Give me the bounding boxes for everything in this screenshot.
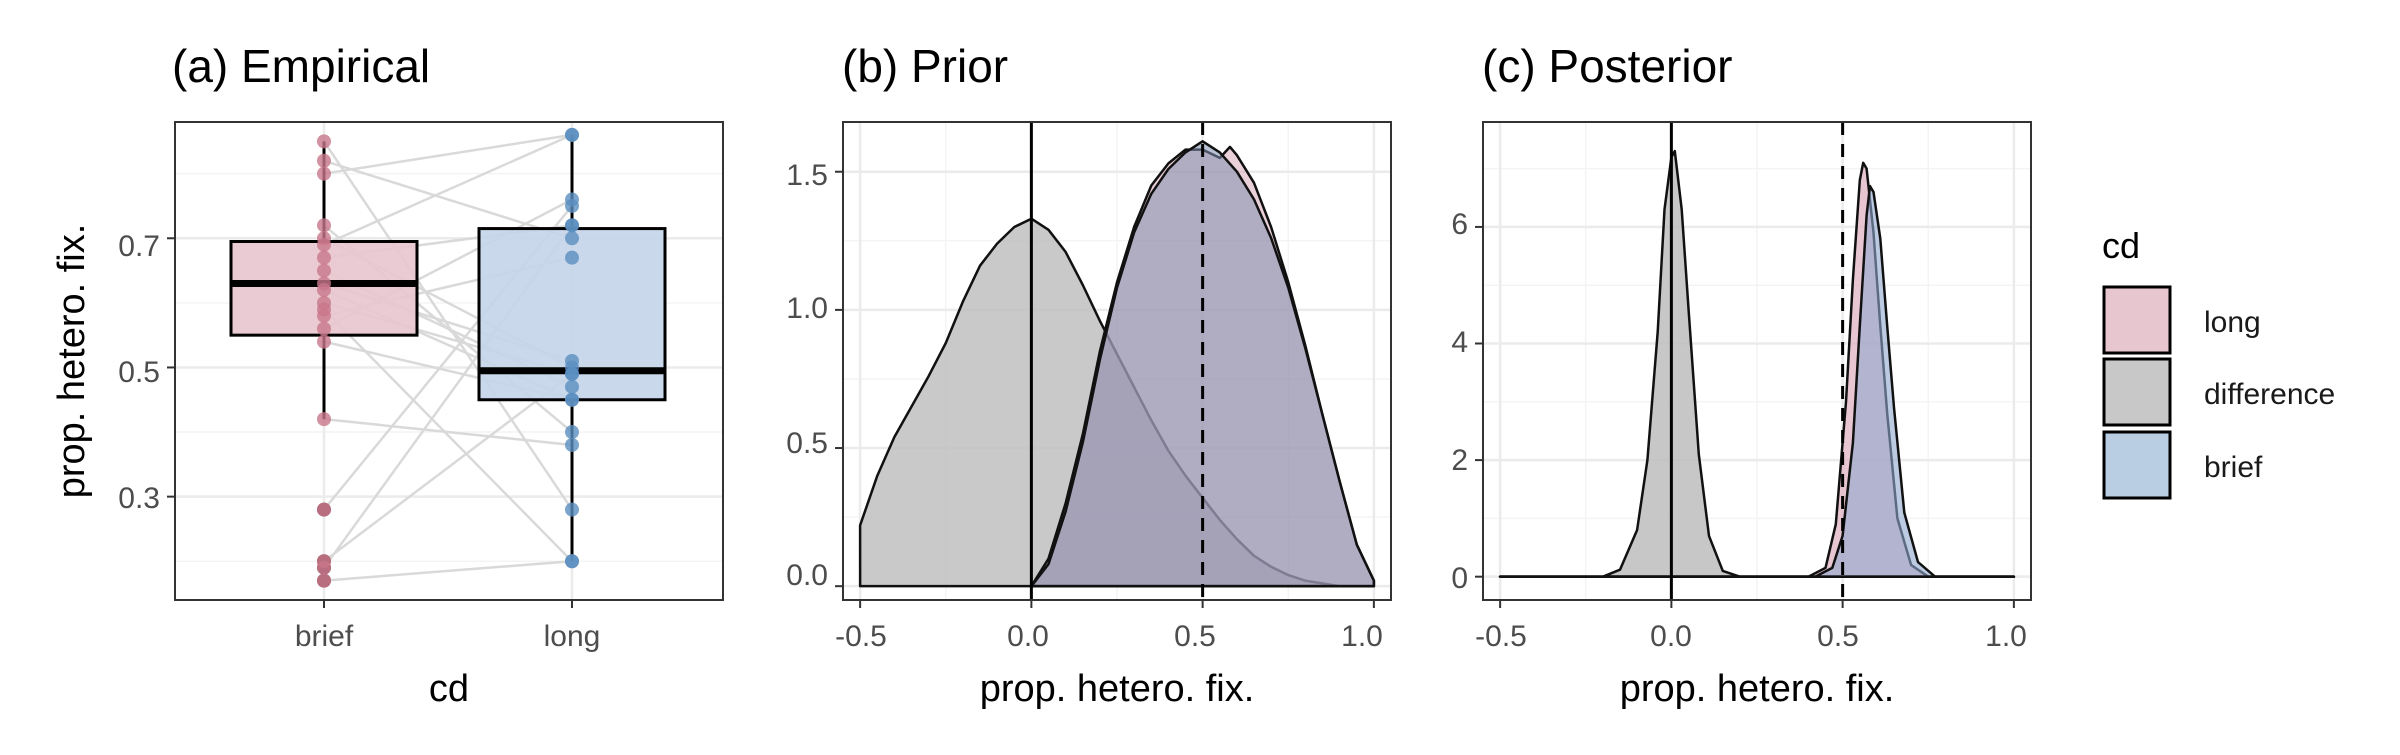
- data-point-long: [565, 354, 579, 368]
- panel-posterior: (c) Posterior -0.5 0.0 0.5 1.0 0 2 4 6 p…: [1451, 40, 2032, 710]
- density-brief: [1498, 184, 2016, 578]
- panel-c-x-tick: -0.5: [1475, 620, 1527, 653]
- data-point-brief: [317, 166, 331, 181]
- data-point-brief: [317, 250, 331, 265]
- paired-line: [323, 417, 573, 447]
- panel-c-y-tick: 4: [1451, 326, 1468, 359]
- data-point-long: [565, 127, 579, 142]
- data-point-brief: [317, 218, 331, 233]
- paired-line: [323, 133, 573, 175]
- data-point-brief: [317, 560, 331, 575]
- data-point-brief: [317, 308, 331, 323]
- panel-b-y-tick: 1.5: [786, 159, 828, 192]
- panel-c-x-tick: 1.0: [1985, 620, 2027, 653]
- data-point-brief: [317, 573, 331, 588]
- panel-a-x-tick-long: long: [544, 620, 601, 653]
- data-point-brief: [317, 412, 331, 427]
- panel-c-title: (c) Posterior: [1482, 40, 1732, 92]
- data-point-long: [565, 425, 579, 440]
- panel-b-x-tick: 1.0: [1341, 620, 1383, 653]
- panel-b-x-tick: 0.0: [1007, 620, 1049, 653]
- data-point-long: [565, 392, 579, 407]
- panel-b-x-label: prop. hetero. fix.: [980, 668, 1255, 710]
- panel-b-x-tick: -0.5: [835, 620, 887, 653]
- panel-b-x-tick: 0.5: [1174, 620, 1216, 653]
- data-point-long: [565, 554, 579, 569]
- panel-a-y-tick: 0.5: [118, 356, 160, 389]
- data-point-brief: [317, 237, 331, 252]
- legend-swatch-brief: [2102, 430, 2172, 500]
- data-point-brief: [317, 334, 331, 349]
- data-point-long: [565, 502, 579, 517]
- paired-line: [323, 372, 573, 563]
- panel-b-reference-lines: [1029, 122, 1205, 600]
- data-point-long: [565, 366, 579, 381]
- panel-c-x-label: prop. hetero. fix.: [1620, 668, 1895, 710]
- panel-b-y-tick: 1.0: [786, 292, 828, 325]
- panel-a-y-label: prop. hetero. fix.: [51, 224, 93, 499]
- data-point-brief: [317, 321, 331, 336]
- data-point-brief: [317, 502, 331, 517]
- panel-c-y-tick: 2: [1451, 444, 1468, 477]
- data-point-brief: [317, 134, 331, 149]
- paired-line: [323, 159, 573, 240]
- panel-c-ticks: -0.5 0.0 0.5 1.0 0 2 4 6: [1451, 208, 2027, 653]
- paired-line: [322, 140, 574, 511]
- panel-prior: (b) Prior -0.5 0.0 0.5 1.0 0.0 0.5 1.0 1…: [786, 40, 1392, 710]
- panel-c-x-tick: 0.0: [1650, 620, 1692, 653]
- panel-a-y-tick: 0.3: [118, 482, 160, 515]
- panel-c-x-tick: 0.5: [1817, 620, 1859, 653]
- panel-empirical: (a) Empirical 0.3 0.5 0.7 brief long cd …: [51, 40, 724, 710]
- panel-a-title: (a) Empirical: [172, 40, 430, 92]
- data-point-brief: [317, 282, 331, 297]
- legend-label-long: long: [2204, 306, 2261, 339]
- panel-c-grid: [1475, 122, 2031, 608]
- panel-a-x-tick-brief: brief: [295, 620, 354, 653]
- panel-c-frame: [1482, 121, 2032, 601]
- panel-a-y-tick: 0.7: [118, 230, 160, 263]
- panel-c-y-tick: 6: [1451, 208, 1468, 241]
- panel-b-frame: [842, 121, 1392, 601]
- panel-a-boxes: [229, 134, 667, 588]
- panel-a-ticks: 0.3 0.5 0.7 brief long: [118, 230, 600, 653]
- panel-a-frame: [174, 121, 724, 601]
- panel-c-y-tick: 0: [1451, 562, 1468, 595]
- data-point-long: [565, 379, 579, 394]
- panel-b-ticks: -0.5 0.0 0.5 1.0 0.0 0.5 1.0 1.5: [786, 159, 1383, 653]
- data-point-long: [565, 437, 579, 452]
- data-point-long: [565, 198, 579, 213]
- paired-line: [323, 559, 573, 582]
- data-point-long: [565, 218, 579, 233]
- legend-title: cd: [2102, 225, 2140, 266]
- panel-b-y-tick: 0.5: [786, 427, 828, 460]
- legend: cd long difference brief: [2102, 225, 2335, 500]
- data-point-brief: [317, 263, 331, 278]
- data-point-long: [565, 250, 579, 265]
- panel-a-points: [317, 127, 579, 588]
- paired-line: [323, 133, 573, 246]
- legend-label-difference: difference: [2204, 378, 2335, 411]
- data-point-brief: [317, 153, 331, 168]
- legend-swatch-long: [2102, 285, 2172, 355]
- density-brief: [1030, 140, 1376, 588]
- legend-swatch-difference: [2102, 357, 2172, 427]
- panel-c-densities: [1498, 149, 2016, 578]
- panel-b-title: (b) Prior: [842, 40, 1008, 92]
- panel-a-x-label: cd: [429, 668, 469, 710]
- data-point-long: [565, 231, 579, 246]
- panel-c-reference-lines: [1669, 122, 1845, 600]
- legend-label-brief: brief: [2204, 451, 2263, 484]
- panel-b-y-tick: 0.0: [786, 559, 828, 592]
